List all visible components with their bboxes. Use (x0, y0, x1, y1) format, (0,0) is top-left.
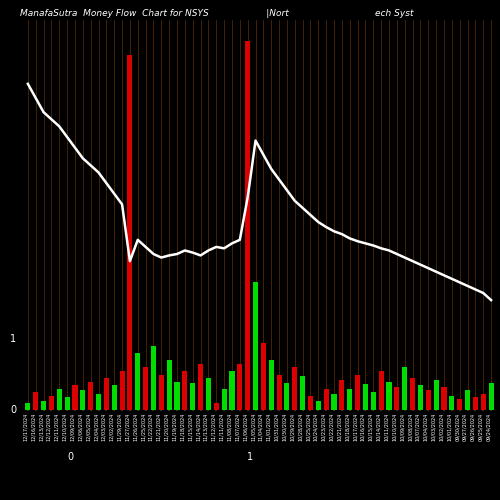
Bar (128, 56, 132, 410)
Bar (378, 371, 384, 410)
Bar (190, 383, 196, 410)
Bar (284, 383, 290, 410)
Bar (238, 364, 242, 410)
Bar (80, 390, 86, 410)
Bar (206, 378, 211, 410)
Text: 1: 1 (247, 452, 253, 462)
Bar (450, 396, 454, 410)
Bar (33, 392, 38, 410)
Bar (135, 354, 140, 410)
Text: ManafaSutra  Money Flow  Chart for NSYS                    |Nort                : ManafaSutra Money Flow Chart for NSYS |N… (20, 9, 413, 18)
Bar (434, 380, 438, 410)
Bar (198, 364, 203, 410)
Bar (88, 382, 93, 410)
Bar (324, 388, 328, 410)
Bar (182, 371, 188, 410)
Bar (465, 390, 470, 410)
Bar (457, 400, 462, 410)
Bar (230, 371, 234, 410)
Bar (402, 368, 407, 410)
Bar (418, 385, 423, 410)
Bar (253, 282, 258, 410)
Bar (442, 388, 446, 410)
Bar (332, 394, 336, 410)
Bar (268, 360, 274, 410)
Bar (72, 385, 78, 410)
Bar (308, 396, 313, 410)
Bar (371, 392, 376, 410)
Bar (426, 390, 431, 410)
Bar (363, 384, 368, 410)
Bar (340, 380, 344, 410)
Bar (120, 371, 124, 410)
Bar (64, 397, 70, 410)
Text: 0: 0 (10, 405, 16, 415)
Text: 1: 1 (10, 334, 16, 344)
Bar (143, 368, 148, 410)
Bar (112, 385, 117, 410)
Text: 0: 0 (67, 452, 73, 462)
Bar (159, 374, 164, 410)
Bar (480, 394, 486, 410)
Bar (386, 382, 392, 410)
Bar (473, 397, 478, 410)
Bar (174, 382, 180, 410)
Bar (49, 396, 54, 410)
Bar (151, 346, 156, 410)
Bar (355, 374, 360, 410)
Bar (316, 402, 321, 410)
Bar (261, 342, 266, 410)
Bar (394, 388, 400, 410)
Bar (166, 360, 172, 410)
Bar (104, 378, 109, 410)
Bar (245, 42, 250, 410)
Bar (276, 374, 281, 410)
Bar (300, 376, 305, 410)
Bar (56, 388, 62, 410)
Bar (214, 403, 219, 410)
Bar (96, 394, 101, 410)
Bar (222, 388, 226, 410)
Bar (26, 403, 30, 410)
Bar (347, 388, 352, 410)
Bar (410, 378, 415, 410)
Bar (41, 402, 46, 410)
Bar (292, 368, 298, 410)
Bar (488, 383, 494, 410)
